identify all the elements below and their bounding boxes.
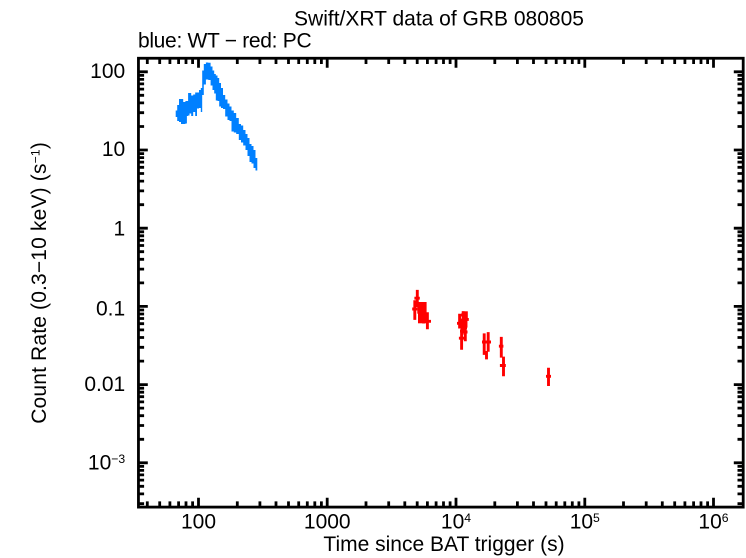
svg-text:1: 1 <box>114 218 126 241</box>
svg-text:Swift/XRT data of GRB 080805: Swift/XRT data of GRB 080805 <box>294 8 584 31</box>
svg-text:10: 10 <box>102 138 125 161</box>
svg-text:104: 104 <box>441 511 471 534</box>
svg-text:1000: 1000 <box>304 511 351 534</box>
svg-text:Time since BAT trigger (s): Time since BAT trigger (s) <box>323 533 564 556</box>
svg-text:0.1: 0.1 <box>96 298 125 321</box>
svg-text:blue: WT − red: PC: blue: WT − red: PC <box>138 30 312 53</box>
svg-text:0.01: 0.01 <box>84 373 125 396</box>
svg-text:100: 100 <box>181 511 216 534</box>
svg-text:Count Rate (0.3−10 keV) (s−1): Count Rate (0.3−10 keV) (s−1) <box>28 142 51 424</box>
svg-text:105: 105 <box>570 511 600 534</box>
svg-text:106: 106 <box>698 511 728 534</box>
svg-text:100: 100 <box>90 60 125 83</box>
